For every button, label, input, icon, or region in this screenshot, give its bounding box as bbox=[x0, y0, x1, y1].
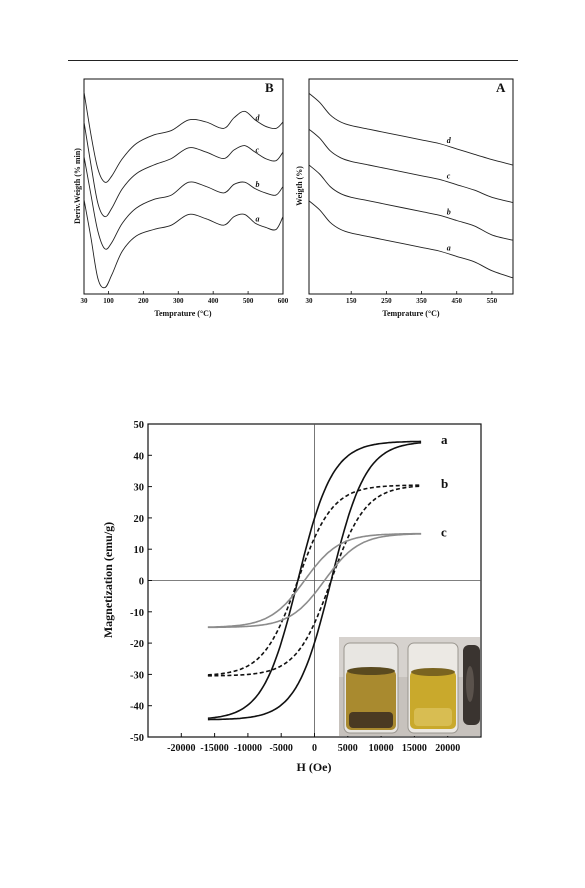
curve-label-a: a bbox=[447, 243, 451, 252]
x-tick-label: 350 bbox=[416, 297, 427, 305]
curve-label-d: d bbox=[447, 136, 452, 145]
curve-label-b: b bbox=[447, 208, 451, 217]
x-tick-label: 600 bbox=[278, 297, 289, 305]
x-tick-label: 200 bbox=[138, 297, 149, 305]
x-tick-label: 300 bbox=[173, 297, 184, 305]
y-tick-label: -40 bbox=[130, 702, 144, 713]
curve-d bbox=[308, 92, 514, 166]
y-tick-label: -50 bbox=[130, 733, 144, 744]
panel-b: a b c d 30 100 200 300 400 500 600 B Deriv.Weigth… bbox=[73, 78, 289, 318]
page-header-rule bbox=[68, 60, 518, 61]
curve-b bbox=[83, 156, 284, 250]
hysteresis-b-descending bbox=[207, 484, 422, 676]
mag-zero-axes bbox=[148, 424, 481, 737]
x-tick-label: 30 bbox=[81, 297, 89, 305]
panel-b-frame bbox=[83, 78, 284, 295]
panel-b-y-axis-label: Deriv.Weigth (% min) bbox=[73, 148, 82, 224]
mag-y-axis-label: Magnetization (emu/g) bbox=[101, 522, 115, 638]
curve-label-b: b bbox=[256, 180, 260, 189]
mag-curves: a b c bbox=[207, 432, 448, 721]
y-tick-label: -30 bbox=[130, 670, 144, 681]
curve-c bbox=[308, 128, 514, 204]
y-tick-label: 10 bbox=[134, 545, 145, 556]
curve-label-c: c bbox=[447, 172, 451, 181]
mag-x-axis-label: H (Oe) bbox=[297, 760, 332, 774]
curve-b bbox=[308, 164, 514, 241]
hysteresis-c-descending bbox=[207, 532, 422, 628]
curve-label-b: b bbox=[441, 476, 448, 491]
panel-a-x-axis-label: Temprature (°C) bbox=[382, 309, 440, 318]
curve-c bbox=[83, 121, 284, 218]
magnetization-chart: a b c 50 40 30 20 10 0 -10 -20 -30 -40 -50 -20000 -150… bbox=[101, 420, 482, 774]
x-tick-label: 30 bbox=[306, 297, 314, 305]
y-tick-label: 20 bbox=[134, 514, 145, 525]
hysteresis-a-ascending bbox=[207, 442, 422, 721]
curve-a bbox=[83, 199, 284, 289]
x-tick-label: -20000 bbox=[167, 743, 195, 754]
hysteresis-b-ascending bbox=[207, 485, 422, 677]
panel-a-frame bbox=[308, 78, 514, 295]
hysteresis-c-ascending bbox=[207, 533, 422, 629]
panel-b-x-ticks: 30 100 200 300 400 500 600 bbox=[81, 291, 289, 305]
y-tick-label: -10 bbox=[130, 608, 144, 619]
y-tick-label: 50 bbox=[134, 420, 145, 431]
x-tick-label: 0 bbox=[312, 743, 317, 754]
x-tick-label: -10000 bbox=[234, 743, 262, 754]
x-tick-label: 400 bbox=[208, 297, 219, 305]
hysteresis-a-descending bbox=[207, 440, 422, 719]
x-tick-label: 15000 bbox=[402, 743, 427, 754]
panel-b-curves: a b c d bbox=[83, 91, 284, 289]
x-tick-label: -5000 bbox=[270, 743, 293, 754]
x-tick-label: -15000 bbox=[200, 743, 228, 754]
x-tick-label: 5000 bbox=[338, 743, 358, 754]
curve-label-a: a bbox=[441, 432, 448, 447]
x-tick-label: 500 bbox=[243, 297, 254, 305]
panel-b-letter: B bbox=[265, 80, 274, 95]
panel-b-x-axis-label: Temprature (°C) bbox=[154, 309, 212, 318]
curve-d bbox=[83, 91, 284, 183]
y-tick-label: 30 bbox=[134, 483, 145, 494]
x-tick-label: 250 bbox=[381, 297, 392, 305]
panel-a-letter: A bbox=[496, 80, 506, 95]
mag-ticks: 50 40 30 20 10 0 -10 -20 -30 -40 -50 -20000 -15000 -1… bbox=[130, 420, 460, 754]
panel-a-x-ticks: 30 150 250 350 450 550 bbox=[306, 291, 498, 305]
curve-label-a: a bbox=[256, 214, 260, 223]
panel-a-y-axis-label: Weigth (%) bbox=[295, 166, 304, 206]
x-tick-label: 550 bbox=[487, 297, 498, 305]
curve-label-d: d bbox=[256, 113, 261, 122]
y-tick-label: 40 bbox=[134, 451, 145, 462]
curve-label-c: c bbox=[256, 146, 260, 155]
curve-a bbox=[308, 200, 514, 279]
x-tick-label: 10000 bbox=[369, 743, 394, 754]
x-tick-label: 450 bbox=[451, 297, 462, 305]
y-tick-label: -20 bbox=[130, 639, 144, 650]
x-tick-label: 100 bbox=[103, 297, 114, 305]
curve-label-c: c bbox=[441, 525, 447, 540]
panel-a: a b c d 30 150 250 350 450 550 A Weigth (%) Temp… bbox=[295, 78, 514, 318]
x-tick-label: 150 bbox=[346, 297, 357, 305]
y-tick-label: 0 bbox=[139, 577, 144, 588]
x-tick-label: 20000 bbox=[435, 743, 460, 754]
vials-photo-inset bbox=[339, 637, 480, 736]
panel-a-curves: a b c d bbox=[308, 92, 514, 279]
